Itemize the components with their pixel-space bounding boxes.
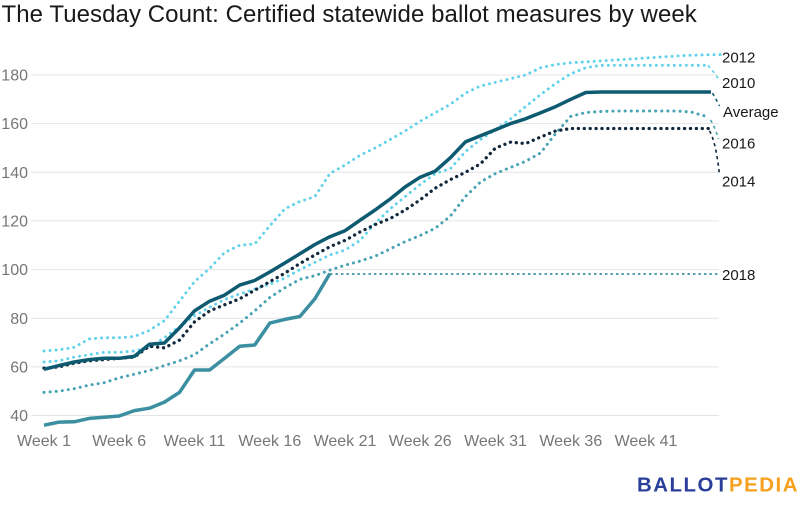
svg-text:80: 80 bbox=[10, 311, 28, 328]
svg-text:2014: 2014 bbox=[722, 173, 755, 190]
svg-text:60: 60 bbox=[10, 360, 28, 377]
svg-text:Week 26: Week 26 bbox=[389, 433, 452, 450]
svg-text:2016: 2016 bbox=[722, 135, 755, 152]
svg-text:120: 120 bbox=[1, 214, 28, 231]
svg-text:Week 6: Week 6 bbox=[92, 433, 146, 450]
svg-text:Week 1: Week 1 bbox=[17, 433, 71, 450]
svg-text:Week 36: Week 36 bbox=[539, 433, 602, 450]
svg-text:2018: 2018 bbox=[722, 267, 755, 284]
svg-text:BALLOTPEDIA: BALLOTPEDIA bbox=[637, 475, 799, 497]
svg-text:2012: 2012 bbox=[722, 49, 755, 66]
svg-text:2010: 2010 bbox=[722, 75, 755, 92]
svg-text:Average: Average bbox=[723, 104, 779, 121]
svg-text:160: 160 bbox=[1, 116, 28, 133]
svg-text:Week 11: Week 11 bbox=[164, 433, 226, 450]
svg-text:Week 21: Week 21 bbox=[314, 433, 377, 450]
svg-text:180: 180 bbox=[1, 68, 28, 85]
svg-text:140: 140 bbox=[1, 165, 28, 182]
svg-text:40: 40 bbox=[10, 408, 28, 425]
svg-text:Week 31: Week 31 bbox=[464, 433, 527, 450]
svg-text:Week 41: Week 41 bbox=[615, 433, 678, 450]
svg-text:100: 100 bbox=[1, 262, 28, 279]
svg-text:Week 16: Week 16 bbox=[238, 433, 301, 450]
svg-text:The Tuesday Count: Certified s: The Tuesday Count: Certified statewide b… bbox=[2, 1, 698, 28]
